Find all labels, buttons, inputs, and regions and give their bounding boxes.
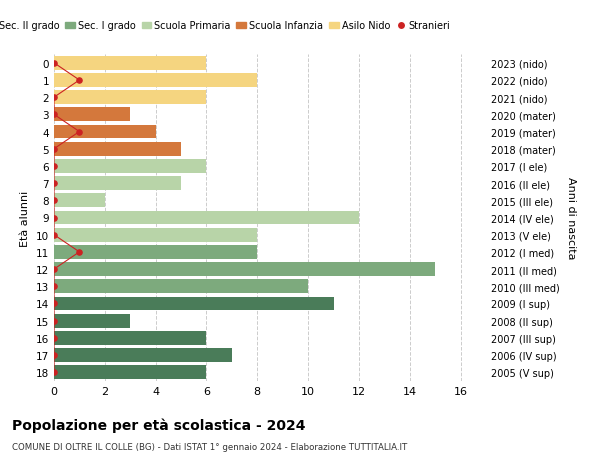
- Text: COMUNE DI OLTRE IL COLLE (BG) - Dati ISTAT 1° gennaio 2024 - Elaborazione TUTTIT: COMUNE DI OLTRE IL COLLE (BG) - Dati IST…: [12, 442, 407, 451]
- Point: [49, 94, 59, 101]
- Legend: Sec. II grado, Sec. I grado, Scuola Primaria, Scuola Infanzia, Asilo Nido, Stran: Sec. II grado, Sec. I grado, Scuola Prim…: [0, 17, 454, 35]
- Bar: [54, 314, 130, 328]
- Bar: [54, 228, 257, 242]
- Point: [49, 146, 59, 153]
- Point: [49, 112, 59, 119]
- Point: [74, 77, 84, 84]
- Point: [49, 266, 59, 273]
- Bar: [54, 194, 105, 208]
- Point: [49, 60, 59, 67]
- Bar: [54, 365, 206, 379]
- Point: [49, 369, 59, 376]
- Bar: [54, 177, 181, 190]
- Point: [49, 335, 59, 342]
- Bar: [54, 91, 206, 105]
- Bar: [54, 143, 181, 156]
- Point: [49, 197, 59, 205]
- Y-axis label: Anni di nascita: Anni di nascita: [566, 177, 576, 259]
- Point: [49, 180, 59, 187]
- Y-axis label: Età alunni: Età alunni: [20, 190, 31, 246]
- Point: [49, 163, 59, 170]
- Bar: [54, 246, 257, 259]
- Point: [49, 231, 59, 239]
- Point: [49, 214, 59, 222]
- Text: Popolazione per età scolastica - 2024: Popolazione per età scolastica - 2024: [12, 418, 305, 432]
- Bar: [54, 297, 334, 311]
- Bar: [54, 74, 257, 88]
- Bar: [54, 263, 435, 276]
- Point: [49, 300, 59, 308]
- Point: [49, 352, 59, 359]
- Bar: [54, 57, 206, 71]
- Point: [49, 317, 59, 325]
- Bar: [54, 211, 359, 225]
- Bar: [54, 280, 308, 293]
- Bar: [54, 348, 232, 362]
- Point: [74, 249, 84, 256]
- Point: [49, 283, 59, 290]
- Bar: [54, 125, 155, 139]
- Point: [74, 129, 84, 136]
- Bar: [54, 331, 206, 345]
- Bar: [54, 160, 206, 174]
- Bar: [54, 108, 130, 122]
